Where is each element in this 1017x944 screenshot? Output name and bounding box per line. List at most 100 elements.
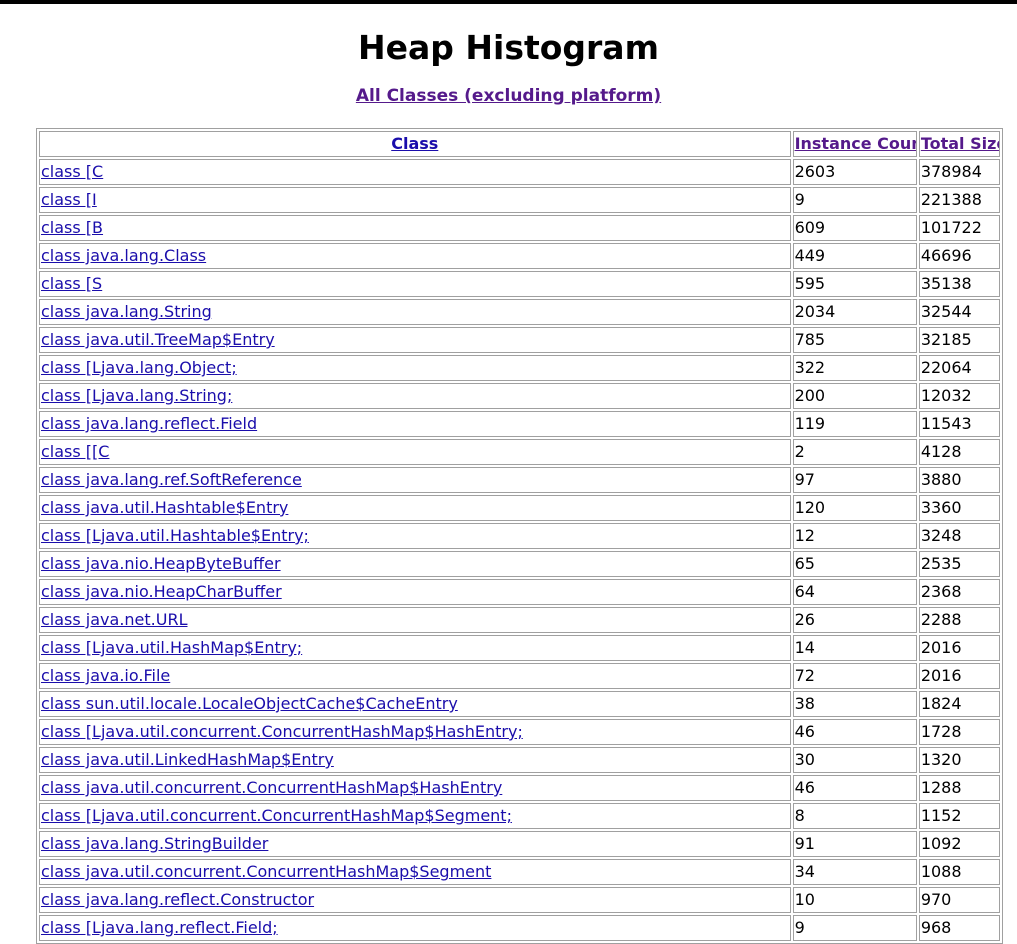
table-row: class java.lang.StringBuilder 91 1092	[39, 831, 1000, 857]
class-link[interactable]: class [B	[41, 218, 104, 237]
table-row: class java.net.URL 26 2288	[39, 607, 1000, 633]
table-row: class java.util.LinkedHashMap$Entry 30 132…	[39, 747, 1000, 773]
table-row: class java.util.concurrent.ConcurrentHas…	[39, 775, 1000, 801]
table-row: class [[C 2 4128	[39, 439, 1000, 465]
class-link[interactable]: class java.util.concurrent.ConcurrentHas…	[41, 778, 503, 797]
class-link[interactable]: class [Ljava.util.Hashtable$Entry;	[41, 526, 309, 545]
instance-count-cell: 12	[792, 523, 917, 549]
total-size-cell: 12032	[918, 383, 1000, 409]
instance-count-cell: 785	[792, 327, 917, 353]
instance-count-cell: 322	[792, 355, 917, 381]
class-cell: class [B	[39, 215, 791, 241]
class-cell: class sun.util.locale.LocaleObjectCache$…	[39, 691, 791, 717]
class-link[interactable]: class java.lang.String	[41, 302, 212, 321]
table-row: class java.nio.HeapCharBuffer 64 2368	[39, 579, 1000, 605]
class-link[interactable]: class [Ljava.lang.String;	[41, 386, 233, 405]
total-size-cell: 1728	[918, 719, 1000, 745]
table-row: class java.util.concurrent.ConcurrentHas…	[39, 859, 1000, 885]
instance-count-cell: 119	[792, 411, 917, 437]
table-row: class java.lang.String 2034 32544	[39, 299, 1000, 325]
class-cell: class java.util.Hashtable$Entry	[39, 495, 791, 521]
class-cell: class java.util.TreeMap$Entry	[39, 327, 791, 353]
table-row: class [Ljava.lang.String; 200 12032	[39, 383, 1000, 409]
class-link[interactable]: class java.io.File	[41, 666, 171, 685]
total-size-cell: 1824	[918, 691, 1000, 717]
class-cell: class java.lang.reflect.Constructor	[39, 887, 791, 913]
total-size-cell: 1320	[918, 747, 1000, 773]
class-link[interactable]: class java.lang.reflect.Field	[41, 414, 258, 433]
table-header-row: Class Instance Count Total Size	[39, 131, 1000, 157]
class-cell: class [[C	[39, 439, 791, 465]
table-row: class [Ljava.lang.Object; 322 22064	[39, 355, 1000, 381]
class-link[interactable]: class java.net.URL	[41, 610, 188, 629]
class-cell: class [Ljava.util.HashMap$Entry;	[39, 635, 791, 661]
table-row: class java.lang.reflect.Field 119 11543	[39, 411, 1000, 437]
class-link[interactable]: class java.util.concurrent.ConcurrentHas…	[41, 862, 492, 881]
class-cell: class [Ljava.lang.String;	[39, 383, 791, 409]
table-row: class [Ljava.util.concurrent.ConcurrentH…	[39, 803, 1000, 829]
class-link[interactable]: class java.lang.ref.SoftReference	[41, 470, 302, 489]
header-class-cell: Class	[39, 131, 791, 157]
table-row: class [I 9 221388	[39, 187, 1000, 213]
class-link[interactable]: class java.util.LinkedHashMap$Entry	[41, 750, 334, 769]
total-size-cell: 2368	[918, 579, 1000, 605]
instance-count-cell: 9	[792, 915, 917, 941]
table-row: class java.lang.reflect.Constructor 10 970	[39, 887, 1000, 913]
class-cell: class java.lang.ref.SoftReference	[39, 467, 791, 493]
class-link[interactable]: class [S	[41, 274, 103, 293]
class-link[interactable]: class [Ljava.util.concurrent.ConcurrentH…	[41, 722, 523, 741]
class-link[interactable]: class [I	[41, 190, 97, 209]
class-cell: class [Ljava.util.Hashtable$Entry;	[39, 523, 791, 549]
sort-by-class-link[interactable]: Class	[391, 134, 439, 153]
total-size-cell: 35138	[918, 271, 1000, 297]
instance-count-cell: 449	[792, 243, 917, 269]
table-row: class [Ljava.util.Hashtable$Entry; 12 3248	[39, 523, 1000, 549]
instance-count-cell: 200	[792, 383, 917, 409]
table-row: class java.nio.HeapByteBuffer 65 2535	[39, 551, 1000, 577]
total-size-cell: 2288	[918, 607, 1000, 633]
total-size-cell: 22064	[918, 355, 1000, 381]
total-size-cell: 3360	[918, 495, 1000, 521]
header-instance-count-cell: Instance Count	[792, 131, 917, 157]
page-title: Heap Histogram	[358, 28, 659, 67]
instance-count-cell: 64	[792, 579, 917, 605]
class-cell: class [Ljava.lang.Object;	[39, 355, 791, 381]
instance-count-cell: 30	[792, 747, 917, 773]
sort-by-instance-count-link[interactable]: Instance Count	[794, 134, 917, 153]
table-row: class java.io.File 72 2016	[39, 663, 1000, 689]
class-cell: class java.lang.StringBuilder	[39, 831, 791, 857]
class-link[interactable]: class [Ljava.util.concurrent.ConcurrentH…	[41, 806, 512, 825]
class-link[interactable]: class [[C	[41, 442, 110, 461]
instance-count-cell: 46	[792, 775, 917, 801]
total-size-cell: 101722	[918, 215, 1000, 241]
class-link[interactable]: class java.nio.HeapByteBuffer	[41, 554, 281, 573]
table-row: class java.lang.Class 449 46696	[39, 243, 1000, 269]
total-size-cell: 1152	[918, 803, 1000, 829]
total-size-cell: 11543	[918, 411, 1000, 437]
table-row: class [S 595 35138	[39, 271, 1000, 297]
sort-by-total-size-link[interactable]: Total Size	[920, 134, 1000, 153]
instance-count-cell: 8	[792, 803, 917, 829]
class-link[interactable]: class [C	[41, 162, 104, 181]
class-link[interactable]: class [Ljava.lang.reflect.Field;	[41, 918, 278, 937]
class-link[interactable]: class java.lang.reflect.Constructor	[41, 890, 315, 909]
class-cell: class java.lang.reflect.Field	[39, 411, 791, 437]
all-classes-link[interactable]: All Classes (excluding platform)	[355, 86, 662, 106]
class-link[interactable]: class java.nio.HeapCharBuffer	[41, 582, 282, 601]
class-cell: class java.lang.Class	[39, 243, 791, 269]
class-link[interactable]: class [Ljava.lang.Object;	[41, 358, 237, 377]
histogram-table: Class Instance Count Total Size class [C…	[36, 128, 1003, 944]
class-link[interactable]: class [Ljava.util.HashMap$Entry;	[41, 638, 303, 657]
class-link[interactable]: class sun.util.locale.LocaleObjectCache$…	[41, 694, 458, 713]
table-row: class [B 609 101722	[39, 215, 1000, 241]
class-link[interactable]: class java.lang.Class	[41, 246, 207, 265]
instance-count-cell: 595	[792, 271, 917, 297]
class-cell: class [Ljava.util.concurrent.ConcurrentH…	[39, 803, 791, 829]
instance-count-cell: 2603	[792, 159, 917, 185]
total-size-cell: 2016	[918, 635, 1000, 661]
class-link[interactable]: class java.util.TreeMap$Entry	[41, 330, 275, 349]
class-link[interactable]: class java.util.Hashtable$Entry	[41, 498, 289, 517]
class-link[interactable]: class java.lang.StringBuilder	[41, 834, 269, 853]
total-size-cell: 1092	[918, 831, 1000, 857]
instance-count-cell: 10	[792, 887, 917, 913]
